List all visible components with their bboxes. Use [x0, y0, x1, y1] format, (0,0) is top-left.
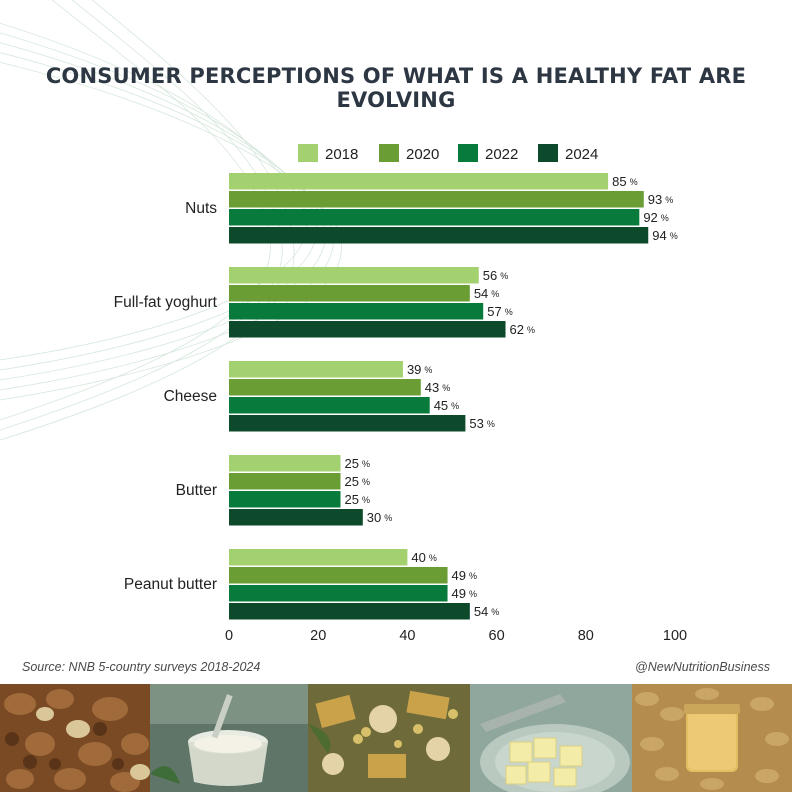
- chart-title: CONSUMER PERCEPTIONS OF WHAT IS A HEALTH…: [45, 64, 747, 112]
- bar-2024: [229, 603, 470, 620]
- bar-2022: [229, 585, 448, 602]
- data-label: 45%: [434, 398, 459, 413]
- bar-2022: [229, 491, 341, 508]
- x-tick-label: 60: [489, 628, 505, 644]
- x-tick-label: 100: [663, 628, 687, 644]
- data-label: 57%: [487, 304, 512, 319]
- data-label: 49%: [452, 586, 477, 601]
- bar-2024: [229, 321, 506, 338]
- data-label: 94%: [652, 228, 677, 243]
- yoghurt-photo: [150, 684, 308, 792]
- legend-swatch-2024: [538, 144, 558, 162]
- data-label: 62%: [510, 322, 535, 337]
- bar-2020: [229, 567, 448, 584]
- data-label: 93%: [648, 192, 673, 207]
- x-tick-label: 0: [225, 628, 233, 644]
- category-label: Full-fat yoghurt: [114, 294, 218, 311]
- data-label: 54%: [474, 286, 499, 301]
- bar-2018: [229, 549, 408, 566]
- category-label: Cheese: [164, 388, 217, 405]
- legend-swatch-2018: [298, 144, 318, 162]
- bar-chart: 2018 2020 2022 2024 Nuts 85 % 93 % 92 % 94 % Full-fat…: [114, 144, 687, 644]
- x-tick-label: 20: [310, 628, 326, 644]
- data-label: 30%: [367, 510, 392, 525]
- legend-label-2024: 2024: [565, 146, 598, 163]
- legend-swatch-2020: [379, 144, 399, 162]
- data-label: 54%: [474, 604, 499, 619]
- x-tick-label: 40: [399, 628, 415, 644]
- bar-2022: [229, 209, 640, 226]
- data-label: 25%: [345, 492, 370, 507]
- bar-2018: [229, 267, 479, 284]
- bar-2022: [229, 303, 484, 320]
- legend-label-2020: 2020: [406, 146, 439, 163]
- social-handle: @NewNutritionBusiness: [635, 660, 770, 674]
- data-label: 40%: [411, 550, 436, 565]
- source-note: Source: NNB 5-country surveys 2018-2024: [22, 660, 261, 674]
- category-label: Butter: [176, 482, 217, 499]
- data-label: 85%: [612, 174, 637, 189]
- peanut-butter-photo: [632, 684, 792, 792]
- data-label: 53%: [469, 416, 494, 431]
- legend-swatch-2022: [458, 144, 478, 162]
- bar-2020: [229, 473, 341, 490]
- bar-2018: [229, 361, 403, 378]
- bar-2018: [229, 455, 341, 472]
- bar-2018: [229, 173, 609, 190]
- butter-photo: [470, 684, 632, 792]
- bar-2024: [229, 227, 649, 244]
- data-label: 25%: [345, 456, 370, 471]
- bar-2020: [229, 191, 644, 208]
- data-label: 39%: [407, 362, 432, 377]
- bar-2022: [229, 397, 430, 414]
- nuts-photo: [0, 684, 150, 792]
- category-label: Peanut butter: [124, 576, 217, 593]
- data-label: 92%: [643, 210, 668, 225]
- data-label: 56%: [483, 268, 508, 283]
- bar-2024: [229, 415, 466, 432]
- data-label: 25%: [345, 474, 370, 489]
- legend-label-2018: 2018: [325, 146, 358, 163]
- x-tick-label: 80: [578, 628, 594, 644]
- data-label: 43%: [425, 380, 450, 395]
- cheese-photo: [308, 684, 470, 792]
- photo-strip: [0, 684, 792, 792]
- bar-2020: [229, 379, 421, 396]
- data-label: 49%: [452, 568, 477, 583]
- bar-2020: [229, 285, 470, 302]
- category-label: Nuts: [185, 200, 217, 217]
- bar-2024: [229, 509, 363, 526]
- legend-label-2022: 2022: [485, 146, 518, 163]
